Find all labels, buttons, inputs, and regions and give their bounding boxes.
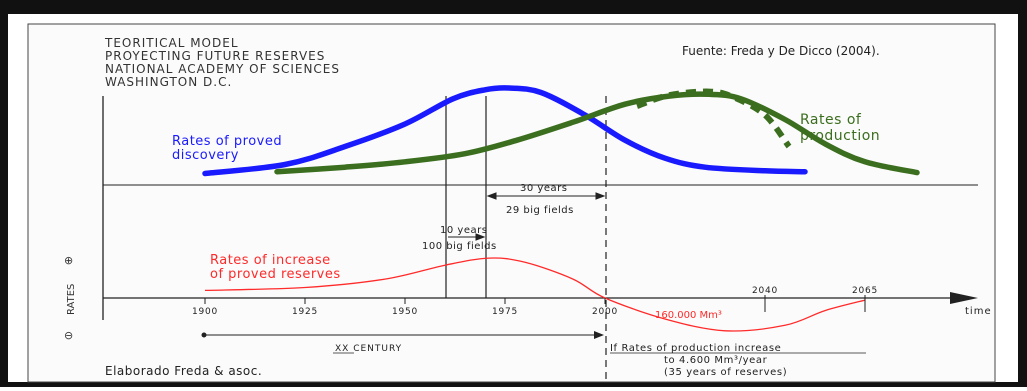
source-citation: Fuente: Freda y De Dicco (2004). — [682, 44, 880, 58]
minus-sign: ⊖ — [64, 329, 73, 342]
x-tick-label-1925: 1925 — [292, 307, 318, 317]
x-tick-label-1900: 1900 — [192, 307, 218, 317]
production-label: Rates of production — [800, 112, 880, 144]
credit: Elaborado Freda & asoc. — [105, 364, 262, 378]
production-label-line-1: Rates of — [800, 112, 862, 128]
production-label-line-2: production — [800, 128, 880, 144]
gap-labels: 30 years 29 big fields 10 years 100 big … — [422, 183, 574, 252]
x-tick-label-1950: 1950 — [392, 307, 418, 317]
gap-10-label: 10 years — [440, 225, 487, 236]
century-arrow-start — [201, 332, 207, 338]
reserves-increase-curve — [204, 257, 866, 332]
header-line-1: TEORITICAL MODEL — [104, 36, 239, 50]
century-span: XX CENTURY — [201, 331, 604, 354]
vertical-markers — [445, 96, 607, 382]
gap-30-label: 30 years — [520, 183, 567, 194]
production-projection-dashed-curve — [635, 88, 792, 149]
volume-label: 160.000 Mm³ — [655, 310, 722, 321]
header-line-3: NATIONAL ACADEMY OF SCIENCES — [105, 62, 340, 76]
scenario-note: If Rates of production increase to 4.600… — [610, 343, 866, 378]
x-upper-tick-label-2065: 2065 — [852, 286, 878, 296]
discovery-label-line-1: Rates of proved — [172, 134, 282, 149]
x-upper-tick-label-2040: 2040 — [752, 286, 778, 296]
gap-annotations — [448, 192, 606, 241]
fields-29-label: 29 big fields — [506, 205, 574, 216]
chart-panel — [27, 23, 996, 383]
increase-label: Rates of increase of proved reserves — [210, 253, 341, 282]
discovery-label: Rates of proved discovery — [172, 134, 282, 163]
discovery-curve — [202, 85, 808, 177]
x-ticks: 1900 1925 1950 1975 2000 2040 2065 — [192, 286, 878, 317]
gap-10-arrow-right — [475, 233, 486, 241]
axes — [102, 96, 978, 320]
time-axis-label: time — [965, 306, 992, 317]
century-label: XX CENTURY — [335, 344, 402, 354]
increase-label-line-1: Rates of increase — [210, 253, 331, 268]
century-arrow-head — [594, 331, 604, 339]
increase-label-line-2: of proved reserves — [210, 267, 341, 282]
fields-100-label: 100 big fields — [422, 241, 497, 252]
time-axis-arrowhead — [950, 292, 978, 304]
scenario-line-3: (35 years of reserves) — [664, 367, 787, 378]
gap-30-arrow-right — [595, 192, 606, 200]
x-tick-label-1975: 1975 — [492, 307, 518, 317]
header-line-2: PROYECTING FUTURE RESERVES — [105, 49, 325, 63]
header-block: TEORITICAL MODEL PROYECTING FUTURE RESER… — [104, 36, 340, 89]
production-curve — [274, 91, 920, 176]
plus-sign: ⊕ — [64, 254, 73, 267]
discovery-label-line-2: discovery — [172, 148, 239, 163]
scenario-line-2: to 4.600 Mm³/year — [664, 355, 768, 366]
x-tick-label-2000: 2000 — [592, 307, 618, 317]
gap-30-arrow-left — [486, 192, 497, 200]
scenario-line-1: If Rates of production increase — [610, 343, 781, 354]
header-line-4: WASHINGTON D.C. — [105, 75, 232, 89]
rates-axis-label: RATES — [66, 284, 77, 315]
